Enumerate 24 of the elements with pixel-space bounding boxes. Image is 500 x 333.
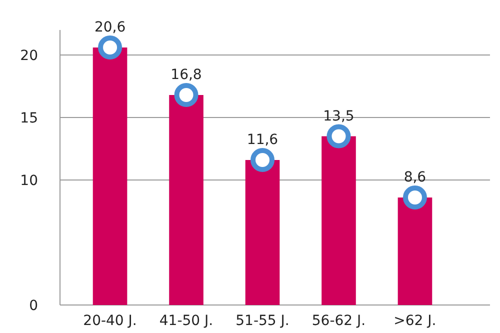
- point: [326, 124, 351, 148]
- bar: [92, 48, 128, 305]
- point: [402, 186, 427, 210]
- text: 13,5: [323, 108, 354, 124]
- y-tick-label: 10: [20, 172, 38, 189]
- point: [98, 36, 122, 60]
- x-tick-label: 56-62 J.: [312, 313, 366, 329]
- y-tick-label: 0: [29, 298, 38, 314]
- text: 20,6: [94, 20, 126, 36]
- point: [174, 83, 198, 107]
- text: 16,8: [170, 67, 202, 83]
- text: 11,6: [246, 132, 278, 148]
- bar: [245, 160, 280, 305]
- y-tick-label: 15: [20, 110, 38, 126]
- y-tick-label: 20: [20, 48, 38, 64]
- text: 8,6: [404, 170, 426, 186]
- bar: [169, 95, 204, 305]
- point: [250, 148, 274, 172]
- x-tick-label: 20-40 J.: [83, 313, 137, 329]
- x-tick-label: >62 J.: [394, 313, 436, 329]
- x-tick-label: 51-55 J.: [236, 313, 290, 329]
- bar: [398, 198, 432, 305]
- bar: [322, 136, 356, 305]
- x-tick-label: 41-50 J.: [159, 313, 214, 329]
